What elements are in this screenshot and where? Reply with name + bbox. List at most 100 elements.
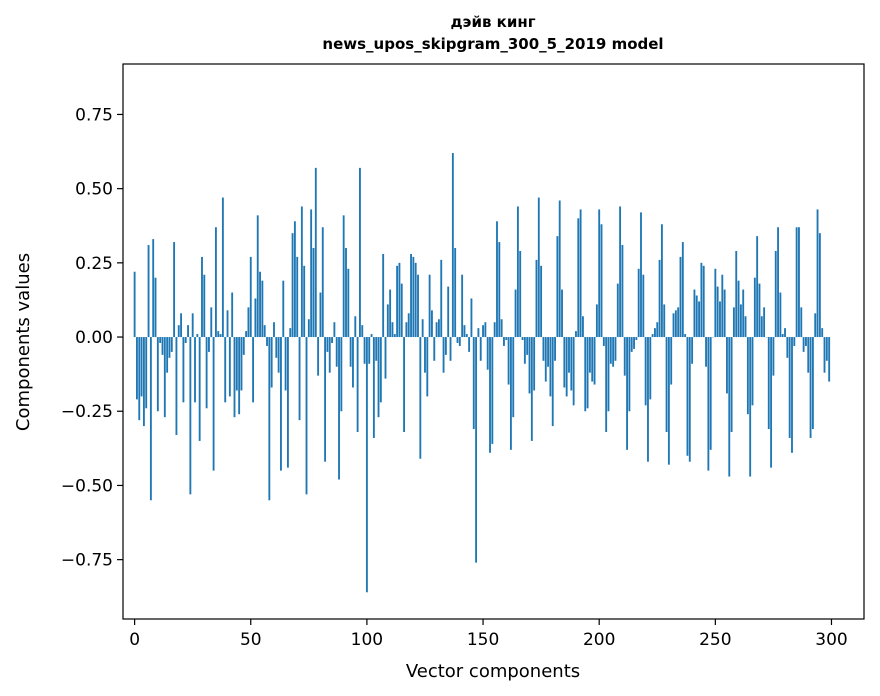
bar-214: [630, 337, 633, 352]
bar-259: [735, 250, 738, 338]
bar-182: [556, 236, 559, 338]
bar-28: [198, 337, 201, 441]
bar-280: [784, 328, 786, 338]
bar-195: [586, 337, 589, 409]
y-tick-label: −0.25: [61, 402, 113, 422]
bar-150: [482, 325, 484, 338]
bar-260: [737, 280, 740, 338]
bar-7: [149, 337, 152, 501]
chart-subtitle: news_upos_skipgram_300_5_2019 model: [322, 35, 663, 53]
bar-124: [421, 319, 424, 338]
bar-53: [256, 215, 259, 338]
bar-90: [342, 215, 345, 338]
x-tick-label: 200: [583, 630, 615, 650]
bar-68: [291, 233, 294, 338]
bar-101: [368, 337, 371, 364]
bar-134: [444, 337, 447, 355]
bar-156: [496, 221, 498, 338]
bar-1: [136, 337, 138, 400]
bar-236: [681, 242, 684, 338]
bar-189: [572, 337, 575, 406]
bar-242: [695, 295, 698, 338]
bar-143: [465, 334, 468, 338]
bar-188: [570, 337, 573, 391]
bar-71: [298, 337, 301, 421]
bar-58: [268, 337, 271, 501]
y-axis-label: Components values: [13, 253, 34, 431]
bar-219: [642, 274, 645, 338]
bar-223: [651, 334, 654, 338]
y-tick-label: −0.50: [61, 476, 113, 496]
bar-227: [660, 224, 663, 338]
bar-222: [649, 337, 652, 400]
y-tick-label: 0.25: [75, 254, 113, 274]
bar-237: [684, 334, 687, 338]
bar-176: [542, 337, 545, 361]
bar-137: [451, 153, 454, 338]
bar-15: [168, 337, 171, 358]
bar-278: [779, 292, 782, 338]
bar-20: [180, 313, 182, 338]
y-tick-label: −0.75: [61, 551, 113, 571]
x-tick-label: 50: [240, 630, 262, 650]
bar-185: [563, 337, 566, 388]
bar-65: [284, 337, 287, 391]
bar-82: [324, 337, 327, 462]
bar-64: [282, 280, 285, 338]
bar-235: [679, 256, 682, 338]
bar-243: [698, 301, 701, 338]
bar-69: [293, 221, 296, 338]
bar-76: [310, 209, 313, 338]
bar-229: [665, 337, 668, 433]
bar-125: [424, 337, 426, 373]
bar-238: [686, 337, 689, 456]
bar-98: [361, 325, 364, 338]
bar-78: [314, 167, 317, 338]
bar-21: [182, 337, 185, 403]
bar-299: [828, 337, 831, 382]
bar-211: [623, 337, 626, 376]
bar-100: [365, 337, 368, 593]
bar-298: [825, 337, 828, 361]
bar-230: [667, 337, 670, 465]
bar-92: [347, 268, 350, 338]
bar-114: [398, 262, 401, 338]
bar-40: [226, 310, 229, 338]
x-tick-label: 250: [699, 630, 731, 650]
bar-29: [201, 256, 203, 338]
bar-215: [633, 337, 635, 349]
bar-292: [811, 337, 814, 430]
bar-50: [249, 256, 252, 338]
bar-46: [240, 337, 243, 391]
bar-152: [486, 337, 489, 370]
bar-0: [133, 271, 136, 338]
bar-171: [530, 337, 533, 441]
bar-194: [584, 337, 587, 412]
bar-193: [582, 316, 584, 338]
chart-title: дэйв кинг: [450, 13, 535, 31]
bar-9: [154, 277, 157, 338]
bar-209: [619, 206, 622, 338]
bar-282: [788, 337, 791, 438]
bar-6: [147, 245, 150, 338]
bar-262: [742, 289, 745, 338]
bar-121: [414, 262, 417, 338]
bar-285: [795, 227, 798, 338]
bar-245: [702, 265, 705, 338]
bar-291: [809, 337, 812, 438]
bar-80: [319, 292, 322, 338]
bar-111: [391, 322, 394, 338]
bar-26: [194, 337, 196, 403]
bar-81: [321, 227, 324, 338]
bar-263: [744, 316, 747, 338]
bar-51: [252, 337, 255, 403]
bar-79: [317, 337, 320, 376]
bar-264: [746, 337, 749, 415]
bar-204: [607, 337, 610, 412]
bar-221: [647, 337, 649, 462]
bar-178: [547, 337, 550, 367]
bar-146: [472, 337, 475, 430]
bar-163: [512, 337, 515, 418]
bar-117: [405, 322, 408, 338]
bar-218: [640, 212, 642, 338]
